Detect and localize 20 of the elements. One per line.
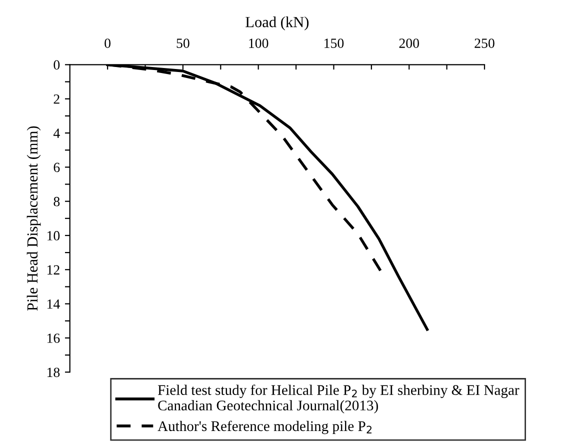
y-tick-label: 4	[53, 128, 60, 138]
y-tick-label: 12	[47, 265, 60, 274]
y-tick-label: 18	[47, 368, 60, 378]
x-axis-title: Load (kN)	[246, 16, 309, 30]
y-tick-label: 8	[54, 196, 60, 206]
y-tick-label: 16	[47, 334, 60, 343]
y-tick-label: 0	[54, 60, 60, 70]
x-tick-label: 200	[399, 38, 419, 48]
legend-label: Field test study for Helical Pile P$_{2}$ by EI sherbiny & EI Nagar Canadian Geotechnical Journal(2013)	[158, 384, 520, 414]
y-tick-label: 10	[47, 231, 60, 240]
x-tick-label: 50	[176, 38, 190, 48]
legend-label: Author's Reference modeling pile P$_{2}$	[158, 420, 372, 434]
y-tick-label: 6	[54, 162, 60, 172]
x-tick-label: 150	[324, 38, 344, 48]
x-tick-label: 250	[474, 38, 494, 48]
x-tick-label: 100	[249, 38, 268, 48]
x-tick-label: 0	[104, 38, 110, 48]
y-tick-label: 2	[54, 94, 60, 104]
y-axis-title: Pile Head Displacement (mm)	[26, 126, 41, 311]
y-tick-label: 14	[47, 299, 60, 309]
